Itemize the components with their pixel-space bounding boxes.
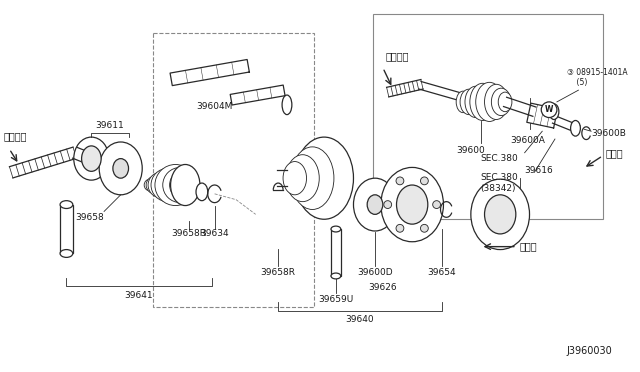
Circle shape <box>163 167 198 203</box>
Ellipse shape <box>283 161 307 195</box>
Ellipse shape <box>470 83 495 121</box>
Circle shape <box>384 201 392 208</box>
Circle shape <box>420 177 428 185</box>
Text: タイヤ側: タイヤ側 <box>3 131 27 141</box>
Ellipse shape <box>196 183 208 201</box>
Ellipse shape <box>81 146 101 171</box>
Ellipse shape <box>291 147 334 209</box>
Text: 39600B: 39600B <box>591 129 626 138</box>
Ellipse shape <box>367 195 383 214</box>
Circle shape <box>151 169 184 202</box>
Circle shape <box>396 177 404 185</box>
Ellipse shape <box>331 226 340 232</box>
Text: ③ 08915-1401A
    (5): ③ 08915-1401A (5) <box>566 68 627 87</box>
Text: 39611: 39611 <box>95 121 124 130</box>
Ellipse shape <box>113 158 129 178</box>
Text: 39600D: 39600D <box>357 268 393 277</box>
Circle shape <box>541 102 557 118</box>
Polygon shape <box>72 147 86 162</box>
Circle shape <box>146 176 164 194</box>
Text: 39600A: 39600A <box>510 136 545 145</box>
Polygon shape <box>504 97 536 116</box>
Circle shape <box>420 224 428 232</box>
Polygon shape <box>10 147 76 178</box>
Circle shape <box>175 173 199 197</box>
Bar <box>331 229 340 276</box>
Ellipse shape <box>492 88 511 116</box>
Ellipse shape <box>397 185 428 224</box>
Ellipse shape <box>331 273 340 279</box>
Circle shape <box>155 164 196 206</box>
Text: 39604M: 39604M <box>196 102 233 111</box>
Text: SEC.380
(38342): SEC.380 (38342) <box>481 173 518 193</box>
Polygon shape <box>552 116 580 133</box>
Polygon shape <box>170 60 250 86</box>
Ellipse shape <box>484 195 516 234</box>
Ellipse shape <box>465 86 486 118</box>
Ellipse shape <box>286 155 319 202</box>
Ellipse shape <box>282 95 292 115</box>
Text: 39640: 39640 <box>345 315 374 324</box>
Ellipse shape <box>476 82 503 121</box>
Polygon shape <box>230 85 285 105</box>
Ellipse shape <box>498 92 512 112</box>
Text: J3960030: J3960030 <box>567 346 612 356</box>
Polygon shape <box>277 170 287 186</box>
Text: デフ側: デフ側 <box>606 148 623 158</box>
Circle shape <box>144 179 156 191</box>
Text: 39658: 39658 <box>75 214 104 222</box>
Text: 39654: 39654 <box>427 268 456 277</box>
Polygon shape <box>387 80 423 97</box>
Text: 39641: 39641 <box>124 291 152 300</box>
Text: 39659U: 39659U <box>318 295 353 304</box>
Text: SEC.380: SEC.380 <box>481 154 518 163</box>
Text: デフ側: デフ側 <box>520 242 538 251</box>
Ellipse shape <box>60 201 73 208</box>
Circle shape <box>396 224 404 232</box>
Text: W: W <box>545 105 553 114</box>
Ellipse shape <box>471 179 529 250</box>
Ellipse shape <box>460 89 477 115</box>
Ellipse shape <box>484 84 508 119</box>
Ellipse shape <box>381 167 444 242</box>
Text: 39658R: 39658R <box>260 268 296 277</box>
Bar <box>60 205 73 253</box>
Text: 39658R: 39658R <box>172 229 207 238</box>
Ellipse shape <box>456 91 470 113</box>
Bar <box>153 33 314 307</box>
Circle shape <box>148 172 173 198</box>
Ellipse shape <box>549 104 559 119</box>
Ellipse shape <box>295 137 353 219</box>
Polygon shape <box>527 103 557 128</box>
Text: 39616: 39616 <box>525 166 554 175</box>
Ellipse shape <box>353 178 397 231</box>
Text: 39626: 39626 <box>369 283 397 292</box>
Bar <box>373 14 603 219</box>
Circle shape <box>433 201 440 208</box>
Text: 39600: 39600 <box>456 146 485 155</box>
Circle shape <box>170 170 199 200</box>
Ellipse shape <box>571 121 580 136</box>
Ellipse shape <box>99 142 142 195</box>
Polygon shape <box>419 81 462 101</box>
Text: 39634: 39634 <box>200 229 229 238</box>
Ellipse shape <box>171 164 200 206</box>
Text: タイヤ側: タイヤ側 <box>386 51 409 61</box>
Ellipse shape <box>74 137 109 180</box>
Ellipse shape <box>60 250 73 257</box>
